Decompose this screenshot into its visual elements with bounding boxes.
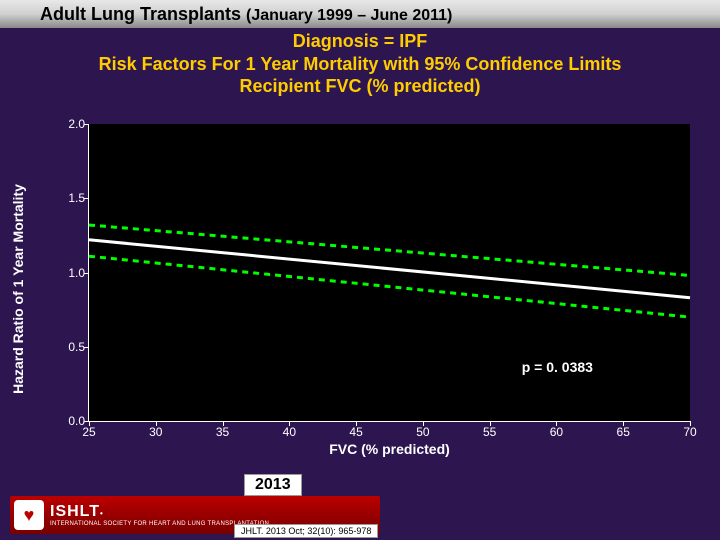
y-tick-label: 1.0 — [51, 266, 85, 280]
subtitle-block: Diagnosis = IPF Risk Factors For 1 Year … — [0, 28, 720, 102]
heart-icon: ♥ — [14, 500, 44, 530]
y-axis-label: Hazard Ratio of 1 Year Mortality — [10, 184, 26, 394]
x-tick-mark — [423, 421, 424, 426]
x-tick-mark — [356, 421, 357, 426]
x-tick-mark — [690, 421, 691, 426]
subtitle-line-1: Diagnosis = IPF — [10, 30, 710, 53]
x-tick-mark — [223, 421, 224, 426]
citation: JHLT. 2013 Oct; 32(10): 965-978 — [234, 524, 378, 538]
subtitle-line-2: Risk Factors For 1 Year Mortality with 9… — [10, 53, 710, 76]
y-tick-label: 1.5 — [51, 191, 85, 205]
y-tick-label: 0.5 — [51, 340, 85, 354]
title-sub-text: (January 1999 – June 2011) — [246, 7, 452, 24]
title-main-text: Adult Lung Transplants — [40, 4, 241, 24]
x-tick-label: 45 — [349, 425, 362, 439]
main-title: Adult Lung Transplants (January 1999 – J… — [40, 4, 452, 25]
x-tick-label: 65 — [617, 425, 630, 439]
x-tick-mark — [156, 421, 157, 426]
x-tick-mark — [289, 421, 290, 426]
x-tick-label: 25 — [82, 425, 95, 439]
x-tick-label: 35 — [216, 425, 229, 439]
x-tick-label: 60 — [550, 425, 563, 439]
y-tick-label: 2.0 — [51, 117, 85, 131]
y-tick-label: 0.0 — [51, 414, 85, 428]
x-tick-label: 70 — [683, 425, 696, 439]
x-tick-label: 50 — [416, 425, 429, 439]
subtitle-line-3: Recipient FVC (% predicted) — [10, 75, 710, 98]
x-tick-label: 30 — [149, 425, 162, 439]
series-center — [89, 240, 690, 298]
x-tick-label: 55 — [483, 425, 496, 439]
p-value-label: p = 0. 0383 — [522, 359, 593, 375]
plot-area: FVC (% predicted) p = 0. 0383 0.00.51.01… — [88, 124, 690, 422]
x-tick-mark — [89, 421, 90, 426]
x-tick-mark — [490, 421, 491, 426]
logo-abbrev: ISHLT• — [50, 503, 269, 521]
footer: 2013 ♥ ISHLT• INTERNATIONAL SOCIETY FOR … — [0, 474, 720, 540]
x-tick-label: 40 — [283, 425, 296, 439]
y-tick-mark — [84, 198, 89, 199]
chart: Hazard Ratio of 1 Year Mortality FVC (% … — [28, 116, 700, 462]
x-tick-mark — [623, 421, 624, 426]
year-badge: 2013 — [244, 474, 302, 496]
y-tick-mark — [84, 347, 89, 348]
y-tick-mark — [84, 273, 89, 274]
x-tick-mark — [556, 421, 557, 426]
series-lower-ci — [89, 256, 690, 317]
y-tick-mark — [84, 124, 89, 125]
chart-lines — [89, 124, 690, 421]
title-bar: Adult Lung Transplants (January 1999 – J… — [0, 0, 720, 28]
x-axis-label: FVC (% predicted) — [329, 441, 450, 457]
